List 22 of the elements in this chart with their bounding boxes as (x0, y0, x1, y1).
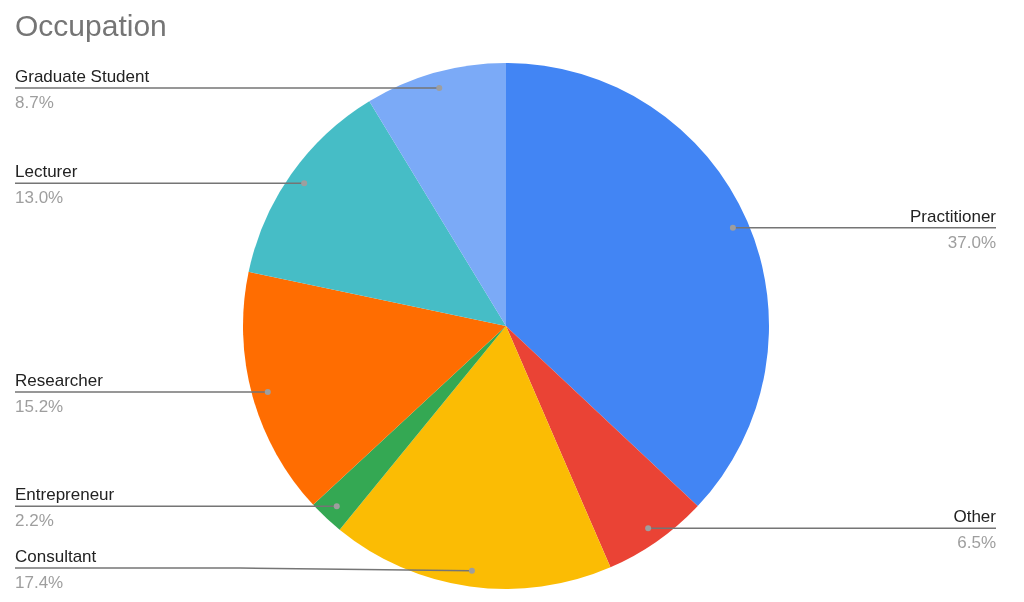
data-label: 37.0% (947, 232, 996, 252)
slice-label: Entrepreneur (15, 485, 115, 505)
pie-slice (339, 326, 611, 589)
slice-label: Lecturer (15, 162, 78, 182)
slice-label: Consultant (15, 547, 97, 566)
pie-slice (369, 63, 506, 326)
pie-slice (313, 326, 506, 530)
data-label: 6.5% (957, 533, 996, 553)
slice-label: Other (953, 507, 997, 527)
data-label: 13.0% (15, 188, 64, 208)
pie-slice (506, 326, 698, 568)
pie-slice (506, 63, 769, 507)
chart-title: Occupation (15, 9, 167, 42)
data-label: 15.2% (15, 396, 64, 416)
slice-label: Researcher (15, 370, 104, 390)
pie-slice (243, 271, 506, 505)
pie-slice (248, 101, 506, 326)
slice-label: Graduate Student (15, 66, 150, 86)
data-label: 2.2% (15, 511, 54, 531)
data-label: 8.7% (15, 92, 54, 112)
data-label: 17.4% (15, 573, 64, 592)
slice-label: Practitioner (910, 206, 997, 226)
